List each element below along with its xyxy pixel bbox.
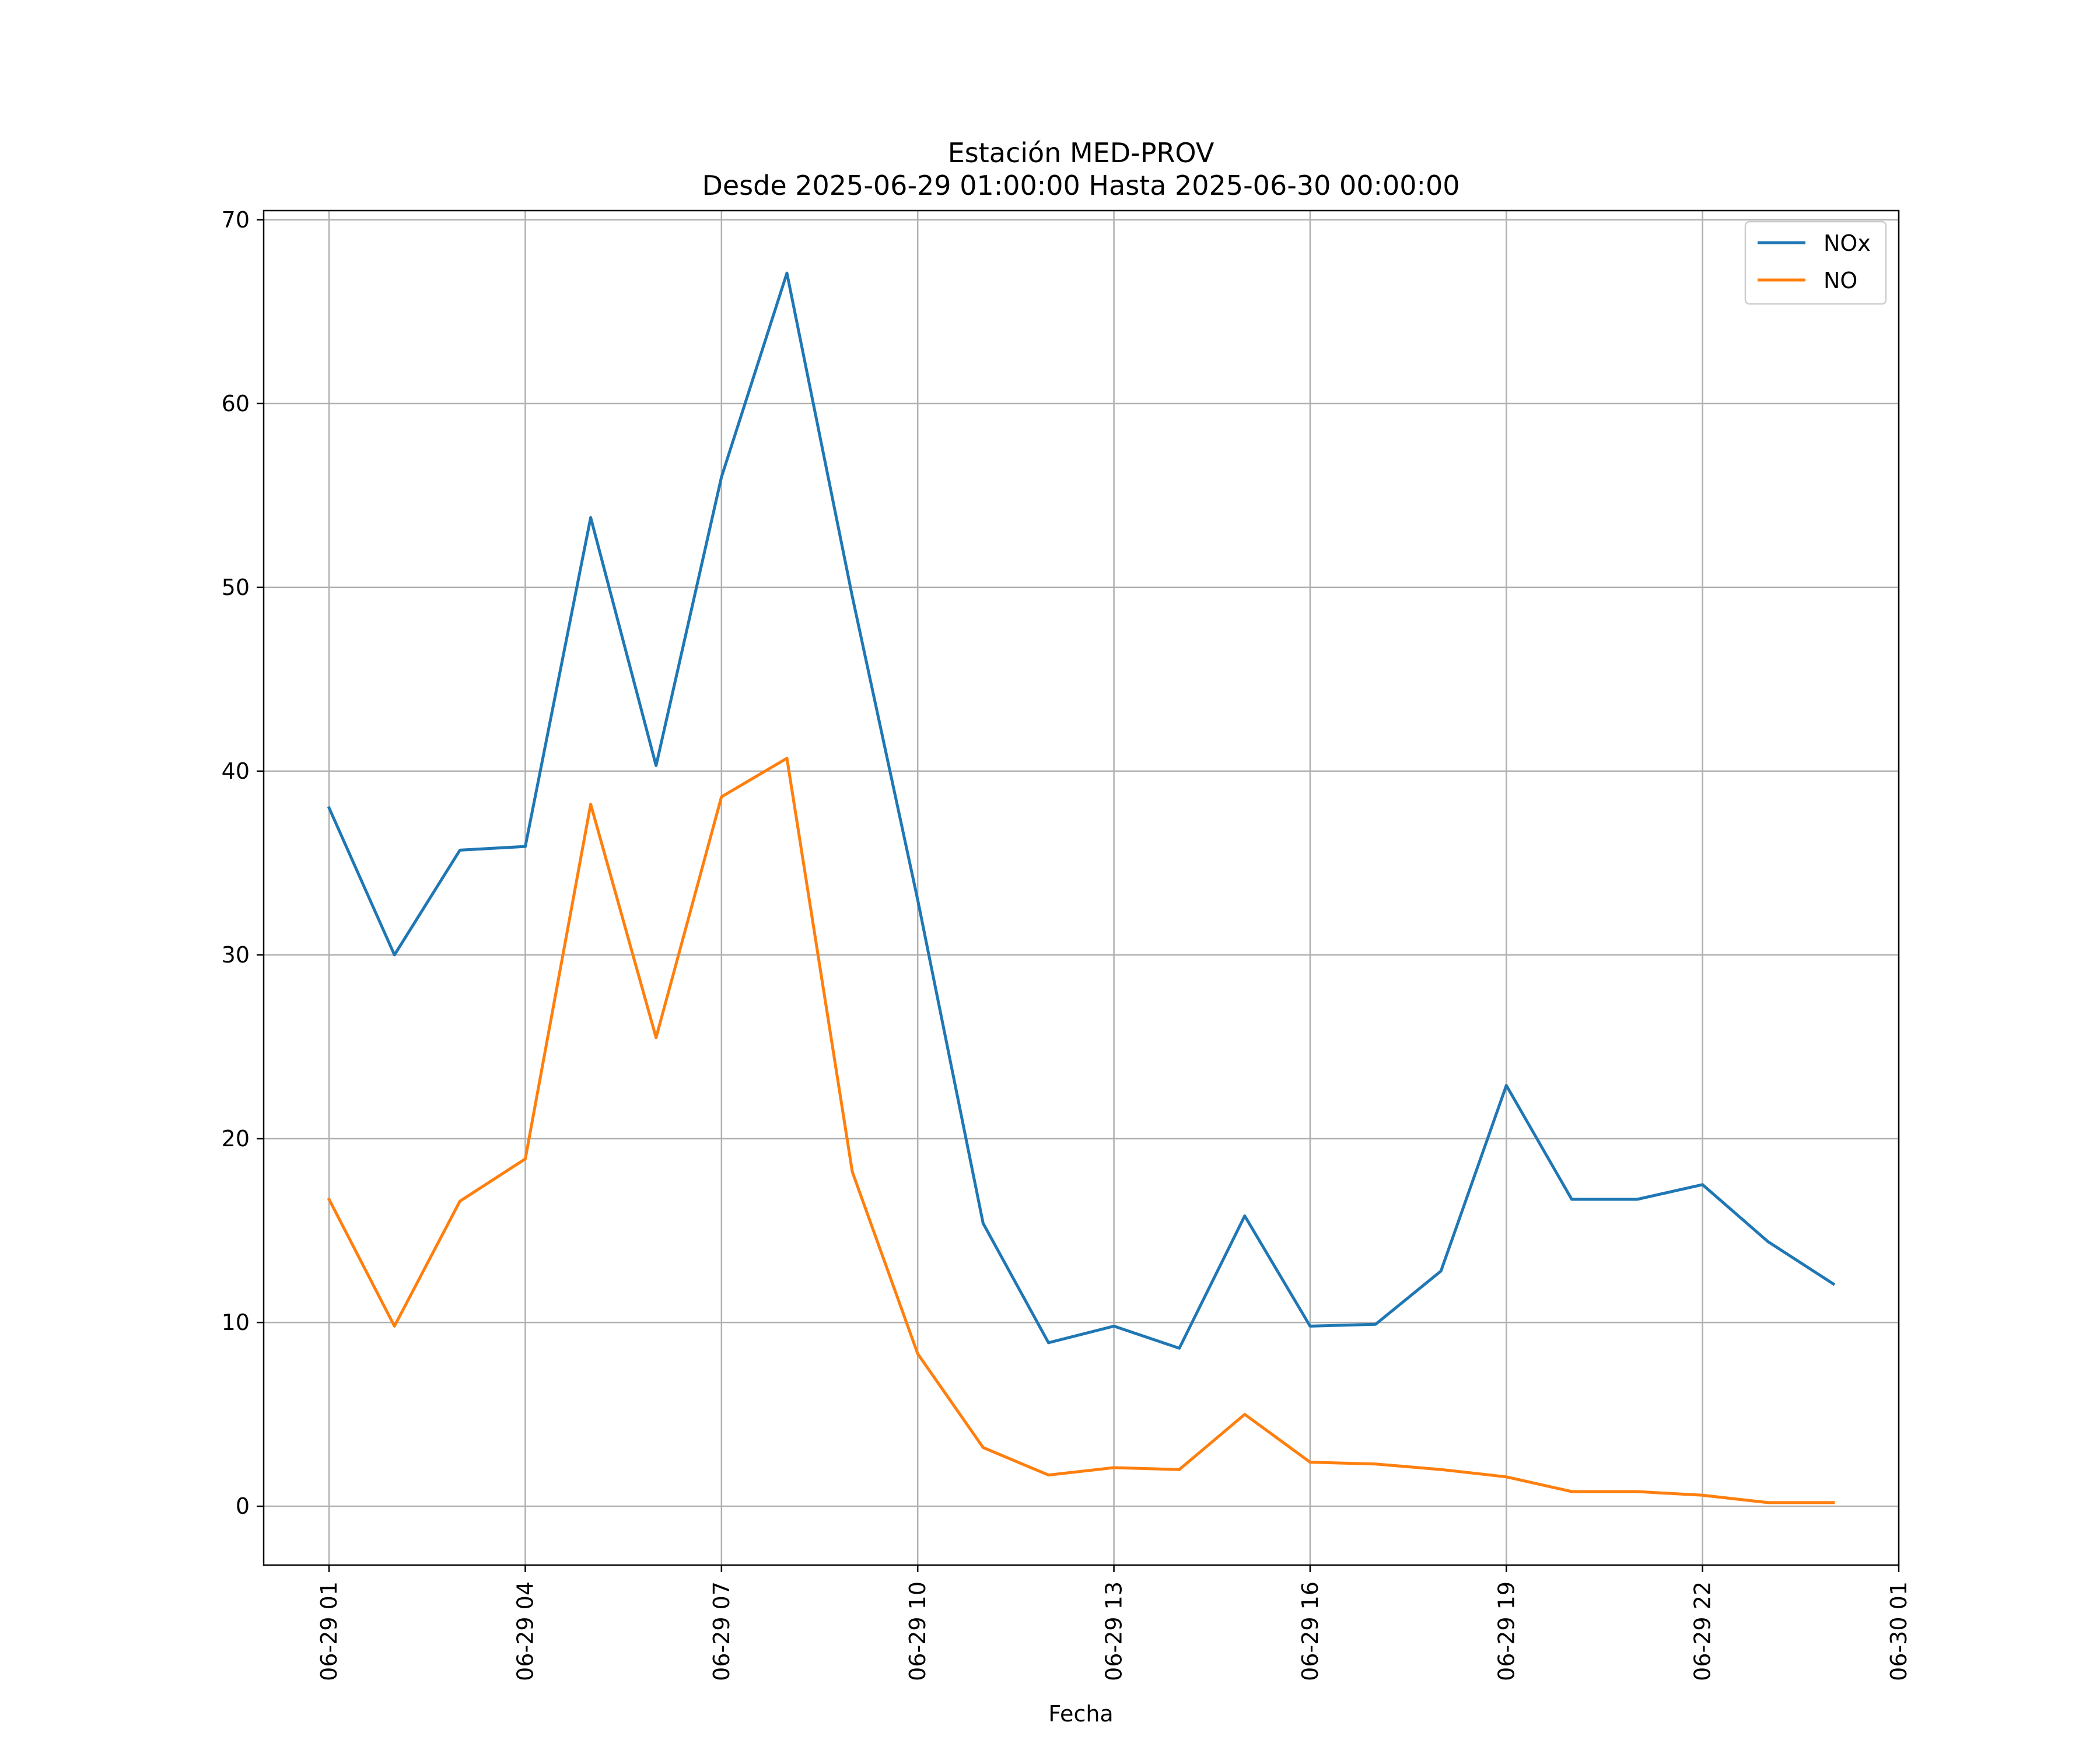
legend-label-no: NO xyxy=(1824,268,1857,293)
series-line-nox xyxy=(327,271,1836,1350)
y-axis: 0 10 20 30 40 50 60 70 xyxy=(222,207,264,1519)
x-tick-label: 06-29 13 xyxy=(1101,1581,1127,1681)
legend-label-nox: NOx xyxy=(1824,230,1871,256)
x-tick-label: 06-29 07 xyxy=(709,1581,734,1681)
x-axis: 06-29 01 06-29 04 06-29 07 06-29 10 06-29 13… xyxy=(316,1565,1912,1681)
x-tick-label: 06-29 16 xyxy=(1297,1581,1323,1681)
x-tick-label: 06-29 10 xyxy=(905,1581,930,1681)
x-tick-label: 06-30 01 xyxy=(1886,1581,1912,1681)
y-tick-label: 40 xyxy=(222,758,250,784)
x-tick-label: 06-29 01 xyxy=(316,1581,342,1681)
series-line-no xyxy=(327,757,1835,1504)
chart-subtitle: Desde 2025-06-29 01:00:00 Hasta 2025-06-… xyxy=(702,170,1460,201)
plot-frame xyxy=(262,209,1900,1566)
y-tick-label: 10 xyxy=(222,1310,250,1335)
y-tick-label: 50 xyxy=(222,575,250,600)
x-tick-label: 06-29 19 xyxy=(1493,1581,1519,1681)
series-lines xyxy=(327,271,1836,1504)
x-axis-label: Fecha xyxy=(1048,1701,1113,1727)
legend: NOx NO xyxy=(1744,220,1887,305)
y-tick-label: 60 xyxy=(222,391,250,416)
chart-title: Estación MED-PROV xyxy=(948,137,1214,169)
x-tick-label: 06-29 22 xyxy=(1690,1581,1716,1681)
x-tick-label: 06-29 04 xyxy=(512,1581,538,1681)
grid xyxy=(264,211,1900,1565)
y-tick-label: 0 xyxy=(236,1493,250,1519)
y-tick-label: 70 xyxy=(222,207,250,233)
y-tick-label: 20 xyxy=(222,1126,250,1152)
y-tick-label: 30 xyxy=(222,942,250,968)
